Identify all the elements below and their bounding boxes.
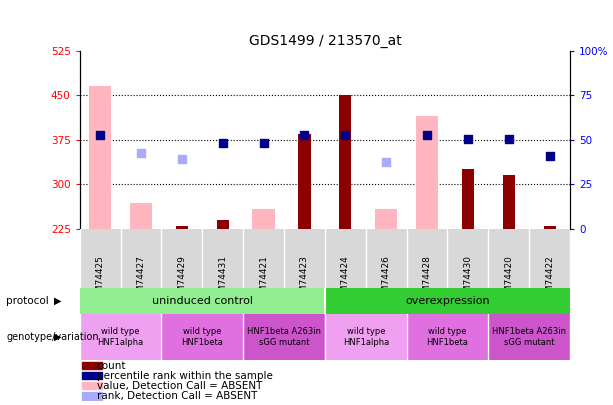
Text: GSM74422: GSM74422 [545, 255, 554, 304]
Bar [406, 314, 489, 360]
Bar [503, 175, 515, 229]
Bar [82, 382, 102, 390]
Text: GSM74426: GSM74426 [382, 255, 390, 304]
Point [136, 150, 146, 157]
Text: ▶: ▶ [54, 332, 61, 342]
Bar [462, 169, 474, 229]
Text: GSM74424: GSM74424 [341, 255, 350, 304]
Text: count: count [97, 360, 126, 371]
Text: percentile rank within the sample: percentile rank within the sample [97, 371, 273, 381]
Text: GSM74430: GSM74430 [463, 255, 473, 304]
Text: GSM74427: GSM74427 [137, 255, 145, 304]
Point [340, 132, 350, 138]
Bar [89, 86, 112, 229]
Text: GSM74431: GSM74431 [218, 255, 227, 304]
Text: ▶: ▶ [54, 296, 61, 306]
Point [545, 153, 555, 160]
Text: overexpression: overexpression [405, 296, 490, 306]
Point [463, 136, 473, 143]
Bar [339, 95, 351, 229]
Point [422, 132, 432, 138]
Text: GSM74421: GSM74421 [259, 255, 268, 304]
Bar [299, 134, 311, 229]
Bar [489, 314, 570, 360]
Bar [243, 314, 325, 360]
Bar [82, 372, 102, 379]
Text: wild type
HNF1alpha: wild type HNF1alpha [343, 328, 389, 347]
Text: wild type
HNF1beta: wild type HNF1beta [427, 328, 468, 347]
Point [381, 158, 391, 165]
Bar [325, 314, 406, 360]
Text: GSM74425: GSM74425 [96, 255, 105, 304]
Title: GDS1499 / 213570_at: GDS1499 / 213570_at [248, 34, 402, 48]
Bar [161, 314, 243, 360]
Bar [544, 226, 556, 229]
Bar [416, 116, 438, 229]
Text: GSM74423: GSM74423 [300, 255, 309, 304]
Bar [253, 209, 275, 229]
Point [504, 136, 514, 143]
Text: GSM74429: GSM74429 [177, 255, 186, 304]
Point [300, 132, 310, 138]
Text: HNF1beta A263in
sGG mutant: HNF1beta A263in sGG mutant [247, 328, 321, 347]
Text: GSM74428: GSM74428 [422, 255, 432, 304]
Text: uninduced control: uninduced control [152, 296, 253, 306]
Bar [80, 288, 325, 314]
Bar [82, 392, 102, 399]
Bar [216, 220, 229, 229]
Text: value, Detection Call = ABSENT: value, Detection Call = ABSENT [97, 381, 262, 391]
Text: wild type
HNF1alpha: wild type HNF1alpha [97, 328, 143, 347]
Point [259, 139, 268, 146]
Bar [176, 226, 188, 229]
Text: wild type
HNF1beta: wild type HNF1beta [181, 328, 223, 347]
Text: protocol: protocol [6, 296, 49, 306]
Point [218, 139, 227, 146]
Bar [80, 314, 161, 360]
Bar [82, 362, 102, 369]
Text: genotype/variation: genotype/variation [6, 332, 99, 342]
Point [95, 132, 105, 138]
Bar [130, 203, 152, 229]
Text: GSM74420: GSM74420 [504, 255, 513, 304]
Bar [325, 288, 570, 314]
Text: HNF1beta A263in
sGG mutant: HNF1beta A263in sGG mutant [492, 328, 566, 347]
Text: rank, Detection Call = ABSENT: rank, Detection Call = ABSENT [97, 391, 257, 401]
Point [177, 156, 187, 162]
Bar [375, 209, 397, 229]
